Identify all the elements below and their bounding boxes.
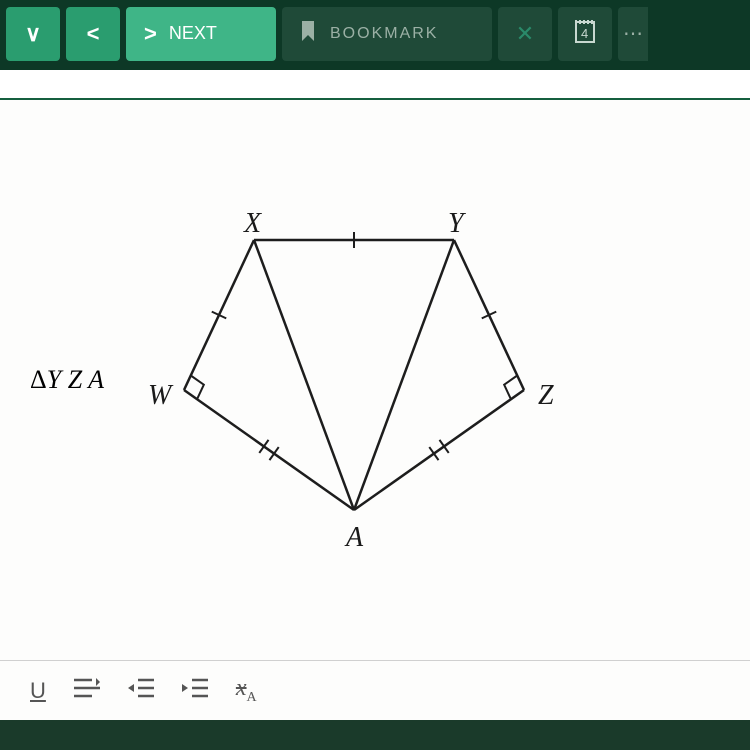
- underline-icon: U: [30, 678, 46, 704]
- chevron-left-icon: <: [87, 21, 100, 47]
- content-area: ΔY Z A X Y W Z A: [0, 100, 750, 660]
- chevron-right-icon: >: [144, 21, 157, 47]
- next-button[interactable]: > NEXT: [126, 7, 276, 61]
- align-button[interactable]: [74, 678, 100, 704]
- diagram-svg: X Y W Z A: [124, 180, 584, 580]
- extra-button[interactable]: ⋯: [618, 7, 648, 61]
- underline-button[interactable]: U: [30, 678, 46, 704]
- indent-button[interactable]: [182, 678, 208, 704]
- close-icon: ✕: [516, 21, 534, 47]
- clear-format-icon: xA: [236, 675, 257, 706]
- format-toolbar: U xA: [0, 660, 750, 720]
- notepad-icon: 4: [572, 18, 598, 49]
- prev-button[interactable]: <: [66, 7, 120, 61]
- next-label: NEXT: [169, 23, 217, 44]
- bookmark-button[interactable]: BOOKMARK: [282, 7, 492, 61]
- bookmark-icon: [300, 21, 316, 46]
- svg-text:4: 4: [581, 26, 588, 41]
- outdent-icon: [128, 678, 154, 704]
- outdent-button[interactable]: [128, 678, 154, 704]
- geometry-diagram: X Y W Z A: [124, 180, 584, 580]
- indent-icon: [182, 678, 208, 704]
- clear-format-button[interactable]: xA: [236, 675, 257, 706]
- chevron-down-icon: ∨: [25, 21, 41, 47]
- ellipsis-icon: ⋯: [623, 21, 643, 46]
- svg-text:Z: Z: [538, 380, 554, 411]
- dropdown-button[interactable]: ∨: [6, 7, 60, 61]
- bookmark-label: BOOKMARK: [330, 25, 438, 43]
- svg-text:Y: Y: [448, 208, 467, 239]
- close-button[interactable]: ✕: [498, 7, 552, 61]
- notepad-button[interactable]: 4: [558, 7, 612, 61]
- svg-text:A: A: [344, 522, 364, 553]
- top-toolbar: ∨ < > NEXT BOOKMARK ✕ 4 ⋯: [0, 0, 750, 70]
- divider-bar: [0, 70, 750, 100]
- svg-text:X: X: [243, 208, 262, 239]
- svg-text:W: W: [148, 380, 174, 411]
- align-icon: [74, 678, 100, 704]
- triangle-label: ΔY Z A: [30, 365, 104, 395]
